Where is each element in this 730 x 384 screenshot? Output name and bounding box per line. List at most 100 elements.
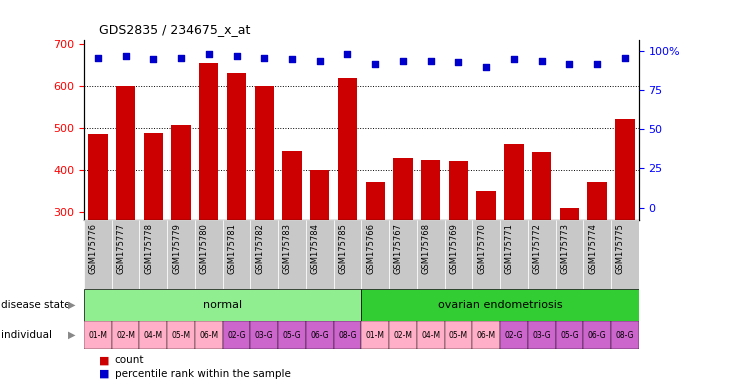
- Text: 06-G: 06-G: [588, 331, 607, 339]
- Bar: [139, 220, 167, 289]
- Text: 06-G: 06-G: [310, 331, 329, 339]
- Bar: [366, 182, 385, 337]
- Bar: [361, 321, 389, 349]
- Text: 02-G: 02-G: [504, 331, 523, 339]
- Text: 02-M: 02-M: [116, 331, 135, 339]
- Point: [536, 58, 548, 64]
- Bar: [306, 220, 334, 289]
- Text: GSM175780: GSM175780: [200, 223, 209, 274]
- Text: GSM175772: GSM175772: [533, 223, 542, 274]
- Bar: [472, 321, 500, 349]
- Bar: [445, 321, 472, 349]
- Text: GSM175769: GSM175769: [450, 223, 458, 274]
- Bar: [278, 220, 306, 289]
- Bar: [195, 321, 223, 349]
- Text: GSM175768: GSM175768: [422, 223, 431, 275]
- Bar: [199, 63, 218, 337]
- Bar: [417, 220, 445, 289]
- Bar: [223, 220, 250, 289]
- Point: [231, 53, 242, 59]
- Bar: [477, 191, 496, 337]
- Point: [619, 55, 631, 61]
- Bar: [532, 152, 551, 337]
- Point: [147, 56, 159, 62]
- Bar: [195, 220, 223, 289]
- Bar: [167, 321, 195, 349]
- Text: 06-M: 06-M: [199, 331, 218, 339]
- Point: [397, 58, 409, 64]
- Bar: [278, 321, 306, 349]
- Bar: [250, 220, 278, 289]
- Text: GSM175778: GSM175778: [145, 223, 153, 275]
- Bar: [472, 220, 500, 289]
- Bar: [112, 220, 139, 289]
- Text: GDS2835 / 234675_x_at: GDS2835 / 234675_x_at: [99, 23, 250, 36]
- Point: [286, 56, 298, 62]
- Bar: [449, 161, 468, 337]
- Point: [508, 56, 520, 62]
- Bar: [361, 220, 389, 289]
- Text: 02-M: 02-M: [393, 331, 412, 339]
- Point: [314, 58, 326, 64]
- Text: 03-G: 03-G: [532, 331, 551, 339]
- Bar: [588, 182, 607, 337]
- Point: [258, 55, 270, 61]
- Text: 08-G: 08-G: [338, 331, 357, 339]
- Bar: [338, 78, 357, 337]
- Text: GSM175770: GSM175770: [477, 223, 486, 274]
- Bar: [361, 289, 639, 321]
- Text: 05-G: 05-G: [283, 331, 301, 339]
- Text: ▶: ▶: [68, 330, 75, 340]
- Text: 05-M: 05-M: [172, 331, 191, 339]
- Bar: [223, 321, 250, 349]
- Text: GSM175784: GSM175784: [311, 223, 320, 274]
- Bar: [556, 321, 583, 349]
- Text: ▶: ▶: [68, 300, 75, 310]
- Text: GSM175766: GSM175766: [366, 223, 375, 275]
- Text: 06-M: 06-M: [477, 331, 496, 339]
- Point: [564, 61, 575, 67]
- Bar: [306, 321, 334, 349]
- Bar: [504, 144, 523, 337]
- Text: GSM175779: GSM175779: [172, 223, 181, 274]
- Bar: [283, 151, 301, 337]
- Bar: [172, 125, 191, 337]
- Bar: [528, 220, 556, 289]
- Point: [591, 61, 603, 67]
- Bar: [500, 220, 528, 289]
- Bar: [334, 321, 361, 349]
- Bar: [227, 73, 246, 337]
- Bar: [84, 321, 112, 349]
- Bar: [139, 321, 167, 349]
- Bar: [583, 220, 611, 289]
- Text: GSM175776: GSM175776: [89, 223, 98, 275]
- Text: 05-M: 05-M: [449, 331, 468, 339]
- Text: 01-M: 01-M: [88, 331, 107, 339]
- Text: disease state: disease state: [1, 300, 71, 310]
- Point: [92, 55, 104, 61]
- Bar: [250, 321, 278, 349]
- Text: 08-G: 08-G: [615, 331, 634, 339]
- Text: normal: normal: [203, 300, 242, 310]
- Point: [342, 51, 353, 58]
- Bar: [583, 321, 611, 349]
- Bar: [334, 220, 361, 289]
- Bar: [611, 220, 639, 289]
- Text: count: count: [115, 355, 144, 365]
- Text: ■: ■: [99, 355, 109, 365]
- Bar: [393, 158, 412, 337]
- Point: [369, 61, 381, 67]
- Point: [203, 51, 215, 58]
- Bar: [560, 209, 579, 337]
- Bar: [615, 119, 634, 337]
- Text: 04-M: 04-M: [421, 331, 440, 339]
- Text: individual: individual: [1, 330, 53, 340]
- Bar: [167, 220, 195, 289]
- Bar: [445, 220, 472, 289]
- Point: [425, 58, 437, 64]
- Text: GSM175773: GSM175773: [561, 223, 569, 275]
- Text: 05-G: 05-G: [560, 331, 579, 339]
- Point: [120, 53, 131, 59]
- Bar: [389, 321, 417, 349]
- Text: ■: ■: [99, 369, 109, 379]
